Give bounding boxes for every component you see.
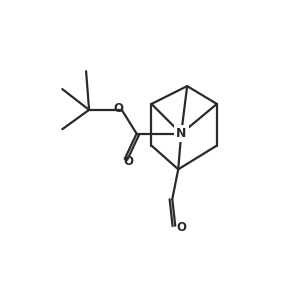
Text: N: N: [176, 127, 186, 140]
Text: O: O: [123, 155, 133, 168]
Text: O: O: [113, 102, 123, 115]
Text: O: O: [177, 221, 187, 234]
